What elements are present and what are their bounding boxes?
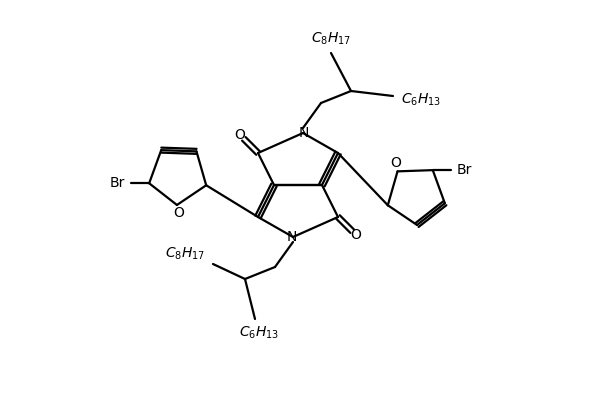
Text: $C_8H_{17}$: $C_8H_{17}$: [311, 31, 351, 47]
Text: Br: Br: [109, 176, 125, 190]
Text: Br: Br: [457, 163, 472, 177]
Text: N: N: [299, 126, 309, 140]
Text: $C_8H_{17}$: $C_8H_{17}$: [165, 246, 205, 262]
Text: N: N: [287, 230, 297, 244]
Text: O: O: [390, 156, 401, 170]
Text: O: O: [173, 206, 184, 220]
Text: O: O: [235, 128, 245, 142]
Text: O: O: [351, 228, 362, 242]
Text: $C_6H_{13}$: $C_6H_{13}$: [239, 325, 279, 341]
Text: $C_6H_{13}$: $C_6H_{13}$: [401, 92, 441, 108]
